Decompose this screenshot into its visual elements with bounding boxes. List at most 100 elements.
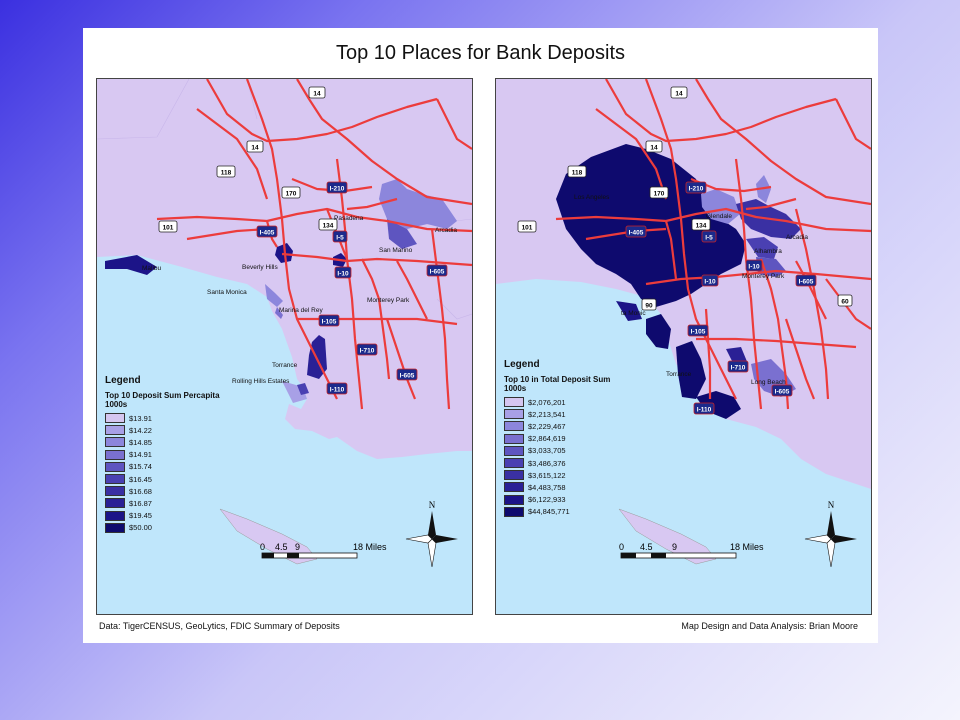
i605-shield-icon: I-605 bbox=[426, 264, 448, 277]
legend-swatch bbox=[105, 413, 125, 424]
i605-south-shield-icon: I-605 bbox=[771, 384, 793, 397]
sr14-shield-icon: 14 bbox=[246, 140, 264, 153]
north-arrow-icon: N bbox=[804, 500, 857, 568]
credit-note: Map Design and Data Analysis: Brian Moor… bbox=[681, 621, 858, 631]
i605-south-label: I-605 bbox=[775, 389, 790, 396]
legend-swatch bbox=[504, 494, 524, 505]
top-10-places bbox=[105, 179, 457, 403]
i5-shield-icon: I-5 bbox=[701, 230, 717, 243]
legend-row: $50.00 bbox=[105, 522, 220, 534]
legend-row: $16.87 bbox=[105, 497, 220, 509]
sr170-shield-icon: 170 bbox=[649, 186, 669, 199]
legend-swatch bbox=[504, 445, 524, 456]
highway-shields: 14 14 118 170 I-210 101 134 I-405 I-5 I-… bbox=[517, 86, 853, 415]
legend-heading: Legend bbox=[504, 359, 540, 370]
legend-row: $2,864,619 bbox=[504, 433, 610, 445]
legend-title: Top 10 Deposit Sum Percapita bbox=[105, 391, 220, 400]
sr14-shield-icon: 14 bbox=[645, 140, 663, 153]
catalina-island bbox=[618, 508, 717, 565]
i105-shield-icon: I-105 bbox=[687, 324, 709, 337]
us14-label: 14 bbox=[675, 91, 683, 98]
label-monterey-park: Monterey Park bbox=[367, 297, 410, 304]
sr134-label: 134 bbox=[696, 223, 707, 230]
sr170-label: 170 bbox=[654, 191, 665, 198]
legend-swatch bbox=[105, 437, 125, 448]
legend-swatch bbox=[504, 421, 524, 432]
us14-shield-icon: 14 bbox=[670, 86, 688, 99]
left-map-svg: 14 14 118 170 I-210 101 134 I-405 I-5 I-… bbox=[97, 79, 472, 614]
i110-shield-icon: I-110 bbox=[326, 382, 348, 395]
catalina-island bbox=[219, 508, 318, 565]
legend-value: $2,213,541 bbox=[528, 409, 566, 419]
i105-label: I-105 bbox=[322, 319, 337, 326]
ocean bbox=[496, 279, 871, 614]
i405-shield-icon: I-405 bbox=[625, 225, 647, 238]
legend-swatch bbox=[105, 486, 125, 497]
i210-shield-icon: I-210 bbox=[326, 181, 348, 194]
legend-value: $2,229,467 bbox=[528, 421, 566, 431]
ocean bbox=[97, 255, 472, 614]
legend-row: $14.85 bbox=[105, 436, 220, 448]
i210-shield-icon: I-210 bbox=[685, 181, 707, 194]
sr60-shield-icon: 60 bbox=[837, 294, 853, 307]
us14-shield-icon: 14 bbox=[308, 86, 326, 99]
scale-bar-graphic: 0 4.5 9 18 Miles bbox=[619, 542, 764, 559]
i105-label: I-105 bbox=[691, 329, 706, 336]
left-map-panel: 14 14 118 170 I-210 101 134 I-405 I-5 I-… bbox=[96, 78, 473, 615]
scale-tick: 18 Miles bbox=[730, 542, 764, 552]
scale-tick: 0 bbox=[619, 542, 624, 552]
i10-shield-icon: I-10 bbox=[334, 266, 352, 279]
i405-label: I-405 bbox=[260, 230, 275, 237]
label-marina-del-rey: Marina del Rey bbox=[279, 307, 323, 314]
scale-tick: 9 bbox=[295, 542, 300, 552]
i605-shield-icon: I-605 bbox=[795, 274, 817, 287]
i10-shield-icon: I-10 bbox=[701, 274, 719, 287]
legend-value: $13.91 bbox=[129, 413, 152, 423]
legend-value: $14.91 bbox=[129, 450, 152, 460]
legend-swatch bbox=[105, 498, 125, 509]
highway-network bbox=[156, 79, 472, 410]
legend-value: $50.00 bbox=[129, 523, 152, 533]
legend-row: $16.45 bbox=[105, 473, 220, 485]
legend-row: $3,033,705 bbox=[504, 445, 610, 457]
legend-swatch bbox=[504, 433, 524, 444]
i605-label: I-605 bbox=[430, 269, 445, 276]
legend-value: $19.45 bbox=[129, 511, 152, 521]
legend-row: $14.22 bbox=[105, 424, 220, 436]
sr90-shield-icon: 90 bbox=[641, 298, 657, 311]
legend-swatch bbox=[504, 482, 524, 493]
right-map-panel: 14 14 118 170 I-210 101 134 I-405 I-5 I-… bbox=[495, 78, 872, 615]
label-arcadia: Arcadia bbox=[786, 234, 808, 241]
label-torrance: Torrance bbox=[272, 362, 298, 369]
legend-row: $13.91 bbox=[105, 412, 220, 424]
label-los-angeles: Los Angeles bbox=[574, 194, 610, 201]
scale-tick: 4.5 bbox=[640, 542, 653, 552]
legend-swatch bbox=[105, 425, 125, 436]
label-long-beach: Long Beach bbox=[751, 379, 786, 386]
legend-value: $4,483,758 bbox=[528, 482, 566, 492]
right-legend: Legend Top 10 in Total Deposit Sum 1000s… bbox=[504, 359, 610, 518]
north-arrow-icon: N bbox=[405, 500, 458, 568]
legend-value: $15.74 bbox=[129, 462, 152, 472]
scale-tick: 9 bbox=[672, 542, 677, 552]
legend-value: $16.45 bbox=[129, 474, 152, 484]
legend-row: $44,845,771 bbox=[504, 506, 610, 518]
i110-label: I-110 bbox=[330, 387, 345, 394]
legend-value: $2,076,201 bbox=[528, 397, 566, 407]
legend-row: $4,483,758 bbox=[504, 481, 610, 493]
legend-row: $6,122,933 bbox=[504, 494, 610, 506]
sr118-label: 118 bbox=[221, 170, 232, 177]
label-santa-monica: Santa Monica bbox=[207, 289, 247, 296]
i10-label: I-10 bbox=[337, 271, 349, 278]
sr60-label: 60 bbox=[841, 299, 849, 306]
highway-shields: 14 14 118 170 I-210 101 134 I-405 I-5 I-… bbox=[158, 86, 448, 395]
legend-value: $3,615,122 bbox=[528, 470, 566, 480]
legend-swatch bbox=[504, 458, 524, 469]
legend-value: $44,845,771 bbox=[528, 507, 570, 517]
legend-unit: 1000s bbox=[105, 400, 128, 409]
us101-label: 101 bbox=[522, 225, 533, 232]
label-pasadena: Pasadena bbox=[334, 215, 364, 222]
us101-shield-icon: 101 bbox=[158, 220, 178, 233]
scale-tick: 4.5 bbox=[275, 542, 288, 552]
sr170-shield-icon: 170 bbox=[281, 186, 301, 199]
